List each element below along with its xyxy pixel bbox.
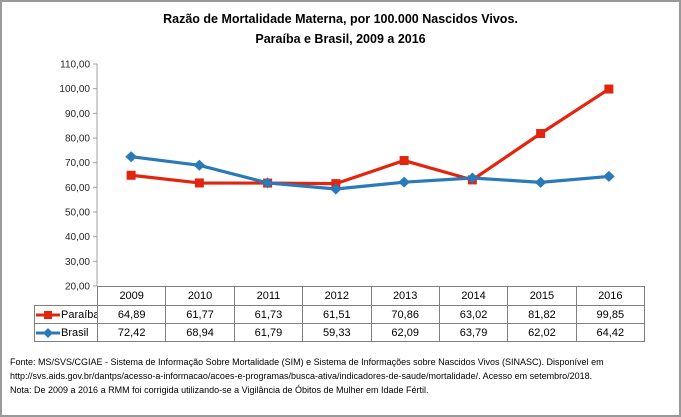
- source-note: Fonte: MS/SVS/CGIAE - Sistema de Informa…: [10, 355, 676, 397]
- brasil-marker: [603, 170, 615, 182]
- paraiba-marker: [399, 156, 409, 166]
- value-cell: 63,79: [438, 323, 509, 342]
- diamond-marker-icon: [36, 327, 60, 338]
- series-name-label: Brasil: [61, 326, 89, 339]
- y-axis-label: 60,00: [65, 183, 90, 194]
- paraiba-marker: [126, 170, 136, 180]
- source-line-3: Nota: De 2009 a 2016 a RMM foi corrigida…: [10, 385, 429, 395]
- paraiba-marker: [536, 129, 546, 139]
- value-cell: 61,51: [302, 305, 372, 324]
- square-marker-icon: [36, 310, 60, 319]
- year-header-cell: 2016: [575, 286, 646, 306]
- y-axis-label: 80,00: [65, 134, 90, 145]
- y-axis-label: 70,00: [65, 158, 90, 169]
- chart-data-table: 2009 2010 2011 2012 2013 2014 2015 2016 Paraíba 6…: [34, 286, 646, 342]
- brasil-line: [129, 155, 611, 191]
- value-cell: 61,73: [233, 305, 304, 324]
- value-cell: 64,42: [575, 323, 646, 342]
- chart-title: Razão de Mortalidade Materna, por 100.00…: [2, 9, 679, 49]
- table-corner-cell: [34, 286, 98, 306]
- paraiba-marker: [604, 84, 614, 94]
- source-line-1: Fonte: MS/SVS/CGIAE - Sistema de Informa…: [10, 357, 604, 367]
- year-header-cell: 2015: [507, 286, 577, 306]
- brasil-marker: [125, 151, 137, 163]
- value-cell: 64,89: [96, 305, 167, 324]
- value-cell: 62,02: [507, 323, 577, 342]
- y-axis-label: 110,00: [60, 60, 90, 71]
- value-cell: 70,86: [370, 305, 440, 324]
- value-cell: 68,94: [165, 323, 235, 342]
- y-axis-label: 90,00: [65, 109, 90, 120]
- plot-area: 110,00 100,00 90,00 80,00 70,00 60,00 50,00 40,…: [59, 60, 615, 292]
- value-cell: 81,82: [507, 305, 577, 324]
- source-line-2: http://svs.aids.gov.br/dantps/acesso-a-i…: [10, 371, 593, 381]
- year-header-cell: 2014: [438, 286, 509, 306]
- y-axis-label: 30,00: [65, 257, 90, 268]
- value-cell: 59,33: [302, 323, 372, 342]
- value-cell: 61,77: [165, 305, 235, 324]
- paraiba-marker: [194, 178, 204, 188]
- value-cell: 72,42: [96, 323, 167, 342]
- paraiba-marker: [331, 179, 341, 189]
- paraiba-marker: [467, 175, 477, 185]
- year-header-cell: 2013: [370, 286, 440, 306]
- chart-title-line2: Paraíba e Brasil, 2009 a 2016: [255, 32, 426, 46]
- brasil-marker: [330, 183, 342, 195]
- legend-cell: Paraíba: [34, 305, 98, 324]
- value-cell: 62,09: [370, 323, 440, 342]
- brasil-marker: [534, 176, 547, 188]
- y-axis-label: 40,00: [65, 232, 90, 243]
- y-axis-label: 100,00: [59, 84, 90, 95]
- value-cell: 63,02: [438, 305, 509, 324]
- paraiba-line: [129, 87, 611, 186]
- brasil-marker: [466, 172, 479, 184]
- brasil-marker: [261, 177, 274, 189]
- chart-title-line1: Razão de Mortalidade Materna, por 100.00…: [163, 12, 518, 26]
- brasil-marker: [193, 159, 206, 171]
- y-axis-label: 50,00: [65, 208, 90, 219]
- year-header-cell: 2009: [96, 286, 167, 306]
- year-header-cell: 2010: [165, 286, 235, 306]
- series-name-label: Paraíba: [61, 308, 98, 321]
- year-header-cell: 2011: [233, 286, 304, 306]
- paraiba-marker: [263, 178, 273, 188]
- brasil-marker: [398, 176, 410, 188]
- value-cell: 61,79: [233, 323, 304, 342]
- legend-cell: Brasil: [34, 323, 98, 342]
- year-header-cell: 2012: [302, 286, 372, 306]
- value-cell: 99,85: [575, 305, 646, 324]
